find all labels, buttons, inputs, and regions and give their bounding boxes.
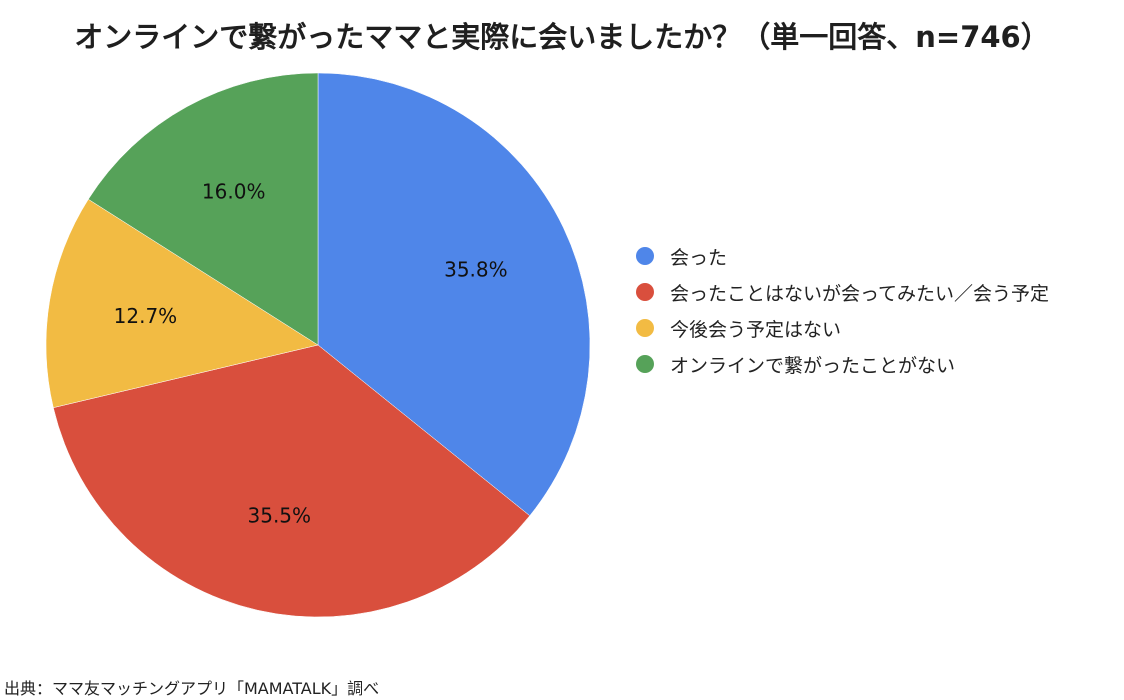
pie-slices: [45, 72, 591, 618]
legend-swatch-want-to-meet: [636, 283, 654, 301]
data-label-want-to-meet: 35.5%: [248, 504, 312, 528]
legend-item-no-plan: 今後会う予定はない: [636, 310, 1049, 346]
pie-slice-never-connected: [87, 72, 319, 346]
legend-label-want-to-meet: 会ったことはないが会ってみたい／会う予定: [670, 282, 1050, 305]
pie-slice-no-plan: [45, 198, 319, 408]
chart-title: オンラインで繋がったママと実際に会いましたか？（単一回答、n=746）: [74, 20, 1050, 54]
legend-swatch-no-plan: [636, 319, 654, 337]
legend-item-never-connected: オンラインで繋がったことがない: [636, 346, 1049, 382]
source-note: 出典：ママ友マッチングアプリ「MAMATALK」調べ: [4, 679, 380, 698]
legend-swatch-never-connected: [636, 355, 654, 373]
legend-label-met: 会った: [670, 246, 728, 269]
legend-label-never-connected: オンラインで繋がったことがない: [670, 354, 956, 377]
legend-label-no-plan: 今後会う予定はない: [670, 318, 842, 341]
legend-item-met: 会った: [636, 238, 1049, 274]
data-label-never-connected: 16.0%: [202, 180, 266, 204]
pie-slice-met: [317, 72, 591, 517]
pie-slice-want-to-meet: [53, 344, 531, 618]
legend: 会った 会ったことはないが会ってみたい／会う予定 今後会う予定はない オンライン…: [636, 238, 1049, 382]
data-label-met: 35.8%: [444, 257, 508, 281]
legend-swatch-met: [636, 247, 654, 265]
legend-item-want-to-meet: 会ったことはないが会ってみたい／会う予定: [636, 274, 1049, 310]
pie-data-labels: 35.8% 35.5% 12.7% 16.0%: [114, 180, 508, 528]
data-label-no-plan: 12.7%: [114, 304, 178, 328]
